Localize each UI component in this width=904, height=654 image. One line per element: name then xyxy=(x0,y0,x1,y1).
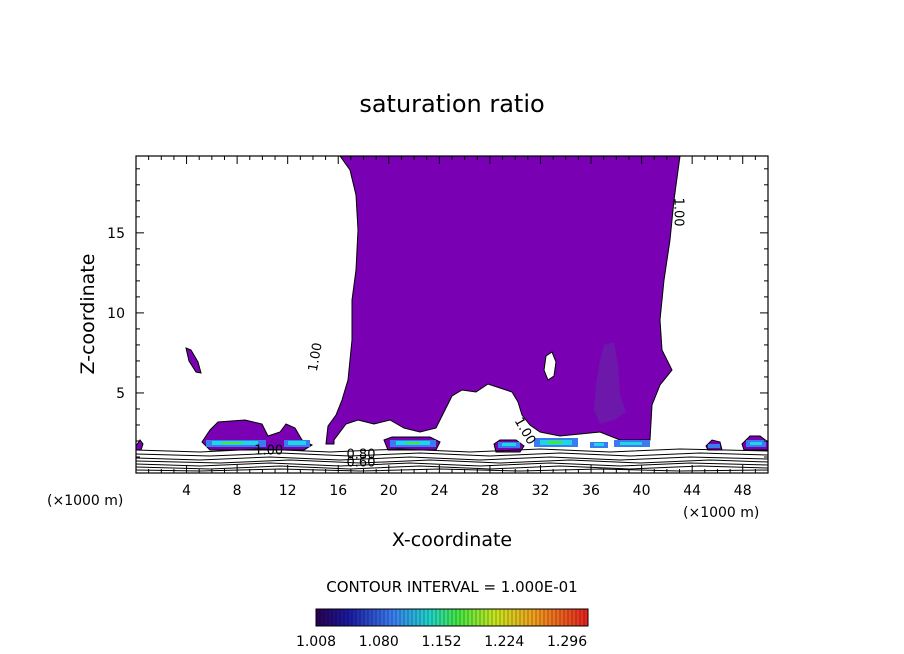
colorbar-label: 1.152 xyxy=(421,634,461,650)
x-tick-label: 8 xyxy=(233,483,242,499)
chart-title: saturation ratio xyxy=(359,90,544,118)
subsaturated-contour-lines xyxy=(136,448,768,472)
contour-interval-label: CONTOUR INTERVAL = 1.000E-01 xyxy=(326,578,577,596)
y-axis-title: Z-coordinate xyxy=(77,254,99,375)
colorbar-labels: 1.008 1.080 1.152 1.224 1.296 xyxy=(296,634,587,650)
colorbar-label: 1.080 xyxy=(359,634,399,650)
plot-area: 1.001.001.001.00 0.800.60 xyxy=(136,156,768,473)
y-tick-label: 15 xyxy=(107,226,125,242)
plume-inner-dark xyxy=(594,342,626,424)
contour-label: 0.60 xyxy=(347,456,376,471)
y-tick-label: 5 xyxy=(116,386,125,402)
contour-labels: 1.001.001.001.00 0.800.60 xyxy=(254,198,685,471)
plume-hole xyxy=(543,351,557,381)
small-cloud xyxy=(185,347,202,374)
contour-label: 0.80 xyxy=(347,448,376,463)
x-tick-label: 20 xyxy=(380,483,398,499)
y-axis-ticks: 5 10 15 xyxy=(107,168,768,458)
contour-label: 1.00 xyxy=(670,198,685,227)
x-unit-right: (×1000 m) xyxy=(683,505,759,521)
x-tick-label: 24 xyxy=(430,483,448,499)
y-tick-label: 10 xyxy=(107,306,125,322)
x-axis-title: X-coordinate xyxy=(392,529,512,551)
supersaturation-cores xyxy=(206,438,766,448)
x-tick-label: 44 xyxy=(683,483,701,499)
colorbar-label: 1.008 xyxy=(296,634,336,650)
x-tick-label: 48 xyxy=(734,483,752,499)
main-plume-region xyxy=(325,156,681,445)
contour-label: 1.00 xyxy=(306,342,326,373)
colorbar-label: 1.224 xyxy=(484,634,524,650)
x-unit-left: (×1000 m) xyxy=(47,493,123,509)
x-tick-label: 16 xyxy=(329,483,347,499)
x-tick-label: 32 xyxy=(532,483,550,499)
colorbar-label: 1.296 xyxy=(547,634,587,650)
x-tick-label: 28 xyxy=(481,483,499,499)
x-tick-label: 12 xyxy=(279,483,297,499)
colorbar: 1.008 1.080 1.152 1.224 1.296 xyxy=(296,608,589,650)
x-tick-label: 4 xyxy=(182,483,191,499)
x-axis-ticks: 4 8 12 16 20 24 28 32 36 40 44 48 xyxy=(148,156,756,499)
colorbar-stripes xyxy=(315,609,585,626)
x-tick-label: 40 xyxy=(633,483,651,499)
x-tick-label: 36 xyxy=(582,483,600,499)
contour-label: 1.00 xyxy=(254,444,283,459)
